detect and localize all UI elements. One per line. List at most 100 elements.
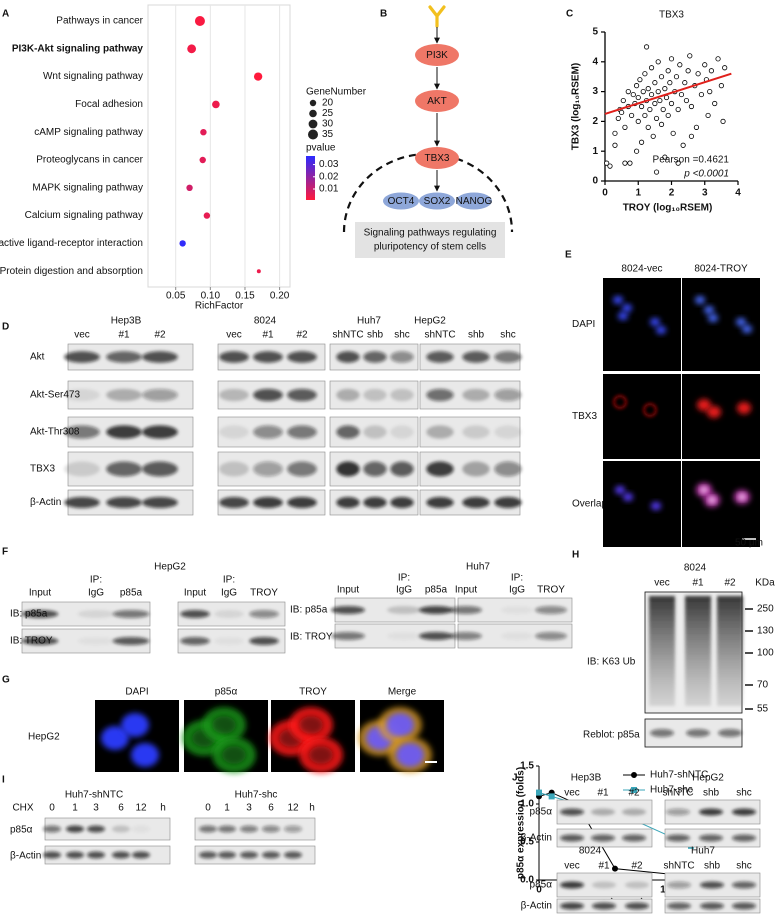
blot-band: [450, 606, 482, 614]
size-legend-label: 20: [322, 98, 334, 109]
marker: [612, 865, 618, 872]
blot-band: [494, 351, 522, 363]
category-label: Focal adhesion: [75, 99, 143, 110]
unit-label: h: [160, 803, 166, 814]
point: [630, 91, 636, 98]
point: [688, 133, 695, 139]
blot-band: [390, 497, 414, 508]
marker: [548, 793, 555, 800]
blot-band: [625, 902, 649, 910]
blot-band: [106, 388, 142, 402]
blot-band: [450, 632, 482, 640]
blot-band: [180, 637, 210, 645]
cell-blob: [121, 713, 149, 737]
channel-label: DAPI: [125, 687, 148, 698]
blot-band: [253, 425, 283, 439]
blot-band: [426, 351, 454, 363]
blot-band: [287, 461, 317, 477]
point: [698, 91, 705, 98]
blot-band: [494, 388, 522, 402]
x-tick-label: 0: [536, 885, 542, 896]
point: [660, 106, 666, 113]
point: [657, 97, 663, 104]
blot-band: [112, 825, 130, 833]
plot-frame: [147, 4, 291, 288]
cell-ring: [643, 403, 657, 417]
blot-band: [142, 351, 178, 363]
cell-blob: [386, 713, 414, 737]
point: [708, 68, 715, 74]
lane-label: p85a: [425, 585, 448, 596]
y-tick-label: 5: [592, 27, 598, 38]
y-tick-label: 2: [592, 116, 598, 127]
micrograph: [682, 278, 760, 371]
lane-label: 3: [93, 803, 99, 814]
blot-band: [64, 388, 100, 402]
chart-title: TBX3: [659, 10, 684, 21]
blot-band: [363, 351, 387, 363]
ip-label: IP:: [223, 575, 235, 586]
dot: [212, 100, 220, 109]
marker-label: 70: [757, 680, 769, 691]
point: [612, 142, 618, 148]
lane-label: Input: [29, 588, 51, 599]
point: [665, 112, 671, 119]
cell-blob: [737, 402, 751, 414]
blot-band: [390, 425, 414, 439]
ip-label: IP:: [398, 573, 410, 584]
blot-band: [214, 610, 244, 618]
category-label: cAMP signaling pathway: [34, 127, 143, 138]
blot-band: [732, 902, 756, 910]
blot-band: [535, 632, 567, 640]
lane-label: 6: [118, 803, 124, 814]
caption-line: pluripotency of stem cells: [374, 242, 486, 253]
panel-letter: E: [565, 250, 572, 261]
lane-label: #1: [118, 330, 130, 341]
lane-label: #2: [628, 788, 640, 799]
point: [642, 112, 648, 119]
marker-label: 130: [757, 626, 774, 637]
lane-label: IgG: [221, 588, 237, 599]
blot-band: [700, 902, 724, 910]
blot-band: [262, 825, 280, 833]
blot-band: [501, 632, 533, 640]
blot-band: [650, 729, 674, 737]
point: [637, 77, 643, 83]
point: [668, 100, 675, 107]
legend-marker: [631, 787, 637, 793]
cell-label: HepG2: [692, 773, 724, 784]
blot-band: [64, 461, 100, 477]
cell-blob: [708, 314, 718, 322]
cell-blob: [101, 726, 129, 750]
blot-band: [336, 497, 360, 508]
point: [604, 160, 610, 166]
micrograph: [682, 374, 760, 459]
lane-label: 6: [268, 803, 274, 814]
cell-label: Hep3B: [571, 773, 602, 784]
blot-band: [363, 461, 387, 477]
blot-band: [66, 825, 84, 833]
point: [658, 121, 665, 127]
lane-label: vec: [74, 330, 90, 341]
micrograph: [682, 461, 760, 547]
dashed-arc: [342, 152, 514, 233]
blot-band: [666, 808, 690, 816]
blot-band: [622, 808, 646, 816]
point: [638, 139, 645, 145]
point: [705, 112, 711, 119]
blot-band: [390, 351, 414, 363]
blot-band: [331, 606, 365, 614]
marker-label: 250: [757, 604, 774, 615]
blot-band: [287, 388, 317, 402]
point: [665, 68, 671, 74]
colorbar-tick-label: 0.02: [319, 171, 339, 182]
blot-band: [142, 388, 178, 402]
category-label: MAPK signaling pathway: [32, 182, 143, 193]
point: [628, 112, 635, 119]
marker-label: 100: [757, 648, 774, 659]
lane-label: TROY: [250, 588, 278, 599]
size-legend-label: 30: [322, 119, 334, 130]
panel-letter: I: [2, 775, 5, 786]
column-label: 8024-vec: [621, 264, 662, 275]
blot-band: [112, 851, 130, 859]
